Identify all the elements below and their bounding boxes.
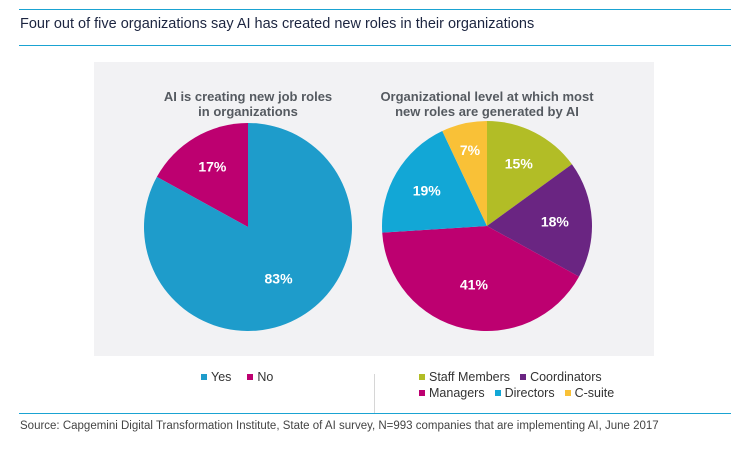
right-pie: 15% 18% 41% 19% 7% bbox=[382, 121, 592, 332]
legend-item-c-suite: C-suite bbox=[564, 386, 615, 400]
legend-swatch bbox=[247, 374, 254, 380]
legend-item-staff-members: Staff Members bbox=[419, 370, 510, 384]
legend-item-managers: Managers bbox=[419, 386, 485, 400]
slice-yes bbox=[144, 123, 352, 332]
title-rule bbox=[19, 45, 731, 46]
legend-swatch bbox=[419, 374, 425, 380]
right-chart-title-line-1: Organizational level at which most bbox=[380, 89, 594, 104]
slice-directors bbox=[382, 130, 487, 233]
left-chart-title-line-1: AI is creating new job roles bbox=[163, 89, 333, 104]
chart-title: Four out of five organizations say AI ha… bbox=[20, 16, 535, 32]
label-managers: 41% bbox=[460, 277, 489, 293]
legend-item-coordinators: Coordinators bbox=[520, 370, 602, 384]
left-chart-title-line-2: in organizations bbox=[198, 104, 298, 119]
legend-label: Yes bbox=[211, 370, 232, 384]
label-coordinators: 18% bbox=[541, 214, 570, 230]
right-chart-title-line-2: new roles are generated by AI bbox=[395, 104, 579, 119]
legend-label: Managers bbox=[429, 386, 485, 400]
legend-item-yes: Yes bbox=[201, 370, 231, 384]
slice-c-suite bbox=[442, 121, 487, 226]
label-yes: 83% bbox=[265, 271, 294, 287]
right-chart-title: Organizational level at which most new r… bbox=[367, 89, 607, 119]
footer-rule bbox=[19, 413, 731, 414]
legend-label: Directors bbox=[504, 386, 555, 400]
legend-divider bbox=[374, 374, 375, 414]
left-pie: 17% 83% bbox=[144, 123, 352, 332]
legend-swatch bbox=[494, 390, 501, 396]
left-chart-title: AI is creating new job roles in organiza… bbox=[148, 89, 348, 119]
label-directors: 19% bbox=[413, 182, 442, 198]
left-legend: Yes No bbox=[201, 370, 273, 386]
source-note: Source: Capgemini Digital Transformation… bbox=[20, 420, 659, 432]
legend-label: C-suite bbox=[574, 386, 615, 400]
legend-swatch bbox=[201, 374, 207, 380]
slice-coordinators bbox=[487, 164, 592, 277]
legend-swatch bbox=[419, 390, 425, 396]
label-staff-members: 15% bbox=[505, 156, 534, 172]
legend-swatch bbox=[564, 390, 571, 396]
legend-item-directors: Directors bbox=[494, 386, 555, 400]
legend-label: No bbox=[257, 370, 274, 384]
label-c-suite: 7% bbox=[460, 142, 481, 158]
legend-label: Coordinators bbox=[530, 370, 602, 384]
right-legend: Staff Members Coordinators Managers Direct… bbox=[419, 370, 614, 402]
top-rule bbox=[19, 9, 731, 10]
legend-item-no: No bbox=[247, 370, 273, 384]
slice-managers bbox=[382, 226, 580, 332]
slice-staff-members bbox=[487, 121, 572, 226]
slice-no bbox=[156, 123, 248, 227]
legend-label: Staff Members bbox=[429, 370, 511, 384]
legend-swatch bbox=[520, 374, 527, 380]
label-no: 17% bbox=[198, 159, 227, 175]
